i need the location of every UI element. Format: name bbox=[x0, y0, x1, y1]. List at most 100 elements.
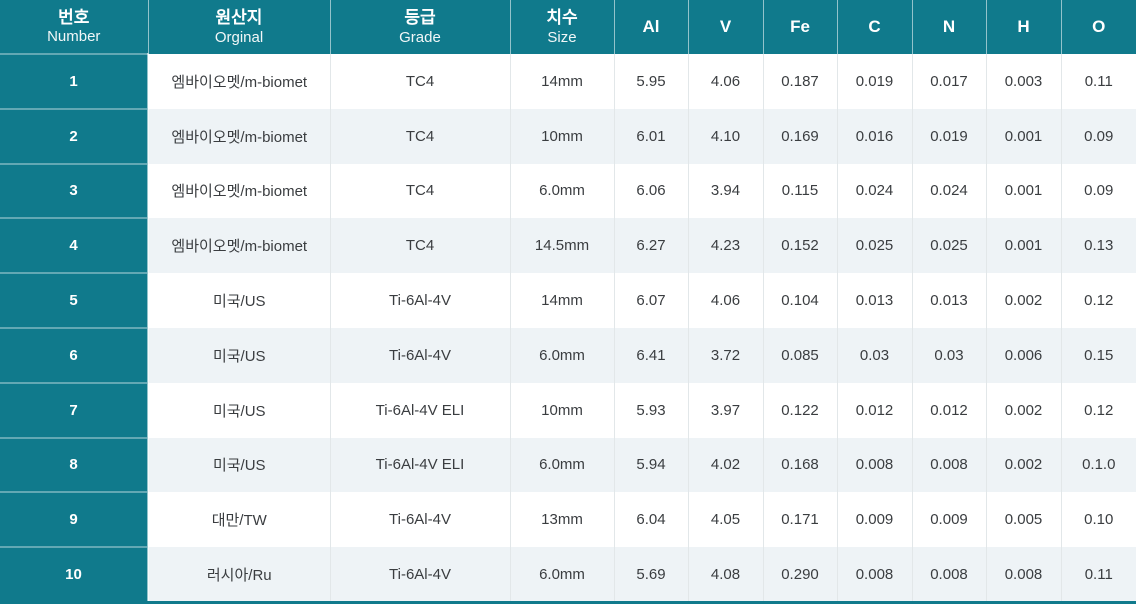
row-number-cell: 8 bbox=[0, 436, 149, 493]
header-origin: 원산지 Orginal bbox=[148, 0, 331, 54]
data-cell: 4.23 bbox=[688, 218, 764, 274]
table-body: 1 엠바이오멧/m-biomet TC4 14mm 5.95 4.06 0.187 0.019… bbox=[0, 53, 1136, 603]
table-row: 6 미국/US Ti-6Al-4V 6.0mm 6.41 3.72 0.085 0.03 0.0… bbox=[0, 326, 1136, 383]
header-row: 번호 Number 원산지 Orginal 등급 Grade 치수 Size A… bbox=[0, 0, 1136, 54]
data-cell: 0.019 bbox=[912, 108, 987, 164]
data-cell: Ti-6Al-4V bbox=[330, 492, 511, 548]
table-row: 3 엠바이오멧/m-biomet TC4 6.0mm 6.06 3.94 0.115 0.02… bbox=[0, 162, 1136, 219]
data-cell: 6.0mm bbox=[510, 327, 615, 383]
header-grade: 등급 Grade bbox=[330, 0, 511, 54]
data-cell: 엠바이오멧/m-biomet bbox=[148, 108, 331, 164]
table-row: 7 미국/US Ti-6Al-4V ELI 10mm 5.93 3.97 0.122 0.01… bbox=[0, 381, 1136, 438]
data-cell: 0.009 bbox=[837, 492, 913, 548]
data-cell: 0.013 bbox=[837, 273, 913, 328]
header-fe: Fe bbox=[763, 0, 838, 54]
data-cell: 0.005 bbox=[986, 492, 1062, 548]
data-cell: 14mm bbox=[510, 54, 615, 109]
header-c: C bbox=[837, 0, 913, 54]
data-cell: 0.024 bbox=[837, 163, 913, 219]
data-cell: 4.10 bbox=[688, 108, 764, 164]
data-cell: 6.0mm bbox=[510, 547, 615, 603]
header-h: H bbox=[986, 0, 1062, 54]
header-n: N bbox=[912, 0, 987, 54]
data-cell: 0.09 bbox=[1061, 163, 1136, 219]
row-number-cell: 4 bbox=[0, 217, 149, 274]
data-cell: 0.03 bbox=[837, 327, 913, 383]
data-cell: 6.06 bbox=[614, 163, 689, 219]
data-cell: 0.115 bbox=[763, 163, 838, 219]
table-header: 번호 Number 원산지 Orginal 등급 Grade 치수 Size A… bbox=[0, 0, 1136, 54]
header-size-ko: 치수 bbox=[546, 8, 578, 28]
data-cell: 4.06 bbox=[688, 273, 764, 328]
row-number-cell: 10 bbox=[0, 546, 149, 603]
data-cell: 0.001 bbox=[986, 218, 1062, 274]
data-cell: 0.008 bbox=[912, 437, 987, 493]
data-cell: 0.008 bbox=[912, 547, 987, 603]
header-o: O bbox=[1061, 0, 1136, 54]
data-cell: 3.72 bbox=[688, 327, 764, 383]
data-cell: Ti-6Al-4V ELI bbox=[330, 437, 511, 493]
header-size: 치수 Size bbox=[510, 0, 615, 54]
data-cell: 0.169 bbox=[763, 108, 838, 164]
data-cell: 0.012 bbox=[837, 382, 913, 438]
data-cell: 0.11 bbox=[1061, 547, 1136, 603]
data-cell: 5.93 bbox=[614, 382, 689, 438]
data-cell: 0.002 bbox=[986, 437, 1062, 493]
table-row: 1 엠바이오멧/m-biomet TC4 14mm 5.95 4.06 0.187 0.019… bbox=[0, 53, 1136, 109]
data-cell: 5.94 bbox=[614, 437, 689, 493]
header-v: V bbox=[688, 0, 764, 54]
data-cell: 4.02 bbox=[688, 437, 764, 493]
header-n-label: N bbox=[942, 17, 956, 36]
header-number: 번호 Number bbox=[0, 0, 149, 54]
header-origin-en: Orginal bbox=[214, 28, 264, 46]
data-cell: 6.04 bbox=[614, 492, 689, 548]
header-al: Al bbox=[614, 0, 689, 54]
data-cell: 0.019 bbox=[837, 54, 913, 109]
row-number-cell: 2 bbox=[0, 107, 149, 164]
data-cell: 0.008 bbox=[837, 437, 913, 493]
header-grade-en: Grade bbox=[399, 28, 441, 46]
data-cell: Ti-6Al-4V bbox=[330, 327, 511, 383]
data-cell: 14mm bbox=[510, 273, 615, 328]
data-cell: 0.15 bbox=[1061, 327, 1136, 383]
data-cell: 4.06 bbox=[688, 54, 764, 109]
data-cell: 엠바이오멧/m-biomet bbox=[148, 218, 331, 274]
header-fe-label: Fe bbox=[790, 17, 810, 36]
data-cell: 4.05 bbox=[688, 492, 764, 548]
data-cell: 0.001 bbox=[986, 163, 1062, 219]
data-cell: 10mm bbox=[510, 108, 615, 164]
data-cell: 0.104 bbox=[763, 273, 838, 328]
data-cell: 대만/TW bbox=[148, 492, 331, 548]
header-origin-ko: 원산지 bbox=[215, 8, 263, 28]
data-cell: 0.12 bbox=[1061, 273, 1136, 328]
data-cell: 0.025 bbox=[837, 218, 913, 274]
table-row: 10 러시아/Ru Ti-6Al-4V 6.0mm 5.69 4.08 0.290 0.008… bbox=[0, 546, 1136, 603]
data-cell: 6.07 bbox=[614, 273, 689, 328]
data-cell: 0.024 bbox=[912, 163, 987, 219]
data-cell: 6.41 bbox=[614, 327, 689, 383]
data-cell: 0.008 bbox=[986, 547, 1062, 603]
data-cell: 6.0mm bbox=[510, 437, 615, 493]
data-cell: Ti-6Al-4V bbox=[330, 273, 511, 328]
data-cell: 0.002 bbox=[986, 273, 1062, 328]
data-cell: 0.13 bbox=[1061, 218, 1136, 274]
data-cell: TC4 bbox=[330, 108, 511, 164]
data-cell: 6.0mm bbox=[510, 163, 615, 219]
row-number-cell: 3 bbox=[0, 162, 149, 219]
data-cell: Ti-6Al-4V ELI bbox=[330, 382, 511, 438]
table-row: 8 미국/US Ti-6Al-4V ELI 6.0mm 5.94 4.02 0.168 0.0… bbox=[0, 436, 1136, 493]
data-cell: 0.016 bbox=[837, 108, 913, 164]
header-v-label: V bbox=[719, 17, 732, 36]
data-cell: 13mm bbox=[510, 492, 615, 548]
data-cell: 5.69 bbox=[614, 547, 689, 603]
data-cell: 0.085 bbox=[763, 327, 838, 383]
data-cell: 10mm bbox=[510, 382, 615, 438]
header-number-en: Number bbox=[47, 28, 101, 46]
data-cell: 미국/US bbox=[148, 273, 331, 328]
data-cell: 0.001 bbox=[986, 108, 1062, 164]
data-cell: 0.1.0 bbox=[1061, 437, 1136, 493]
header-grade-ko: 등급 bbox=[404, 8, 436, 28]
data-cell: 0.017 bbox=[912, 54, 987, 109]
